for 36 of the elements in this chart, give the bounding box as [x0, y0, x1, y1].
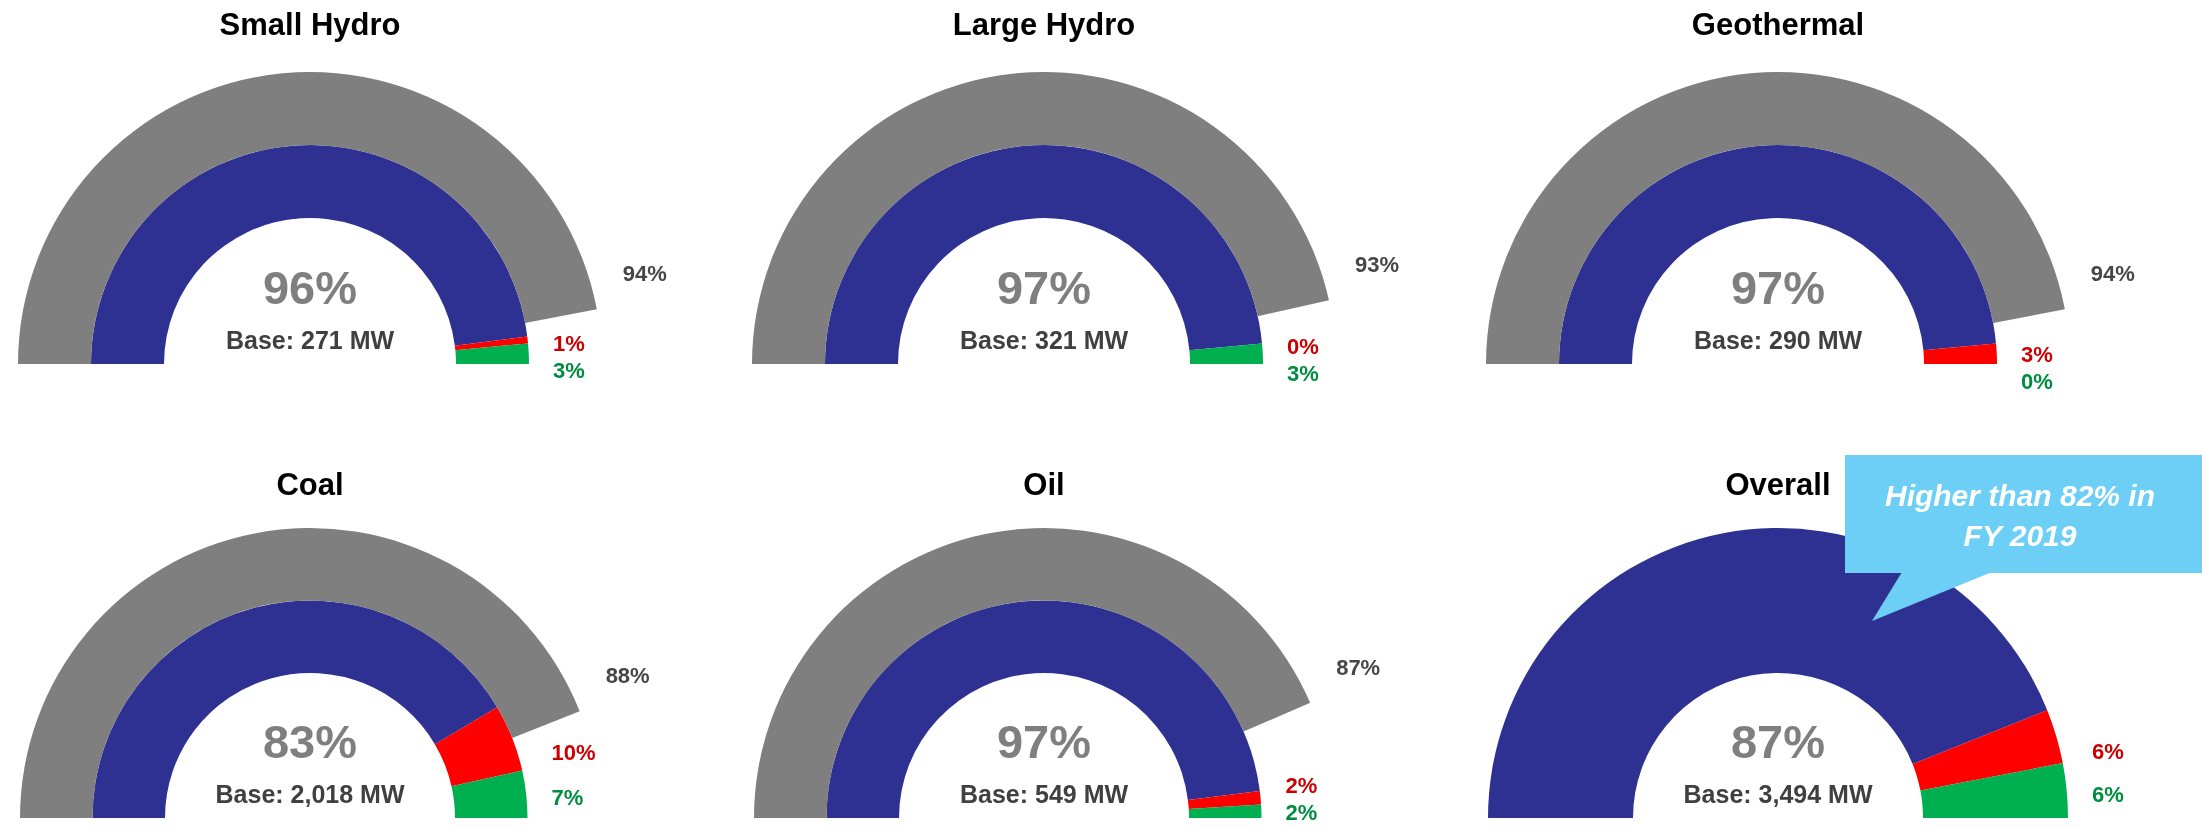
chart-title: Small Hydro [219, 6, 401, 42]
text: Base: 271 MW [225, 325, 395, 354]
data-label: 10% [551, 740, 596, 766]
data-label: 88% [605, 663, 650, 689]
chart-title: Geothermal [1691, 6, 1865, 42]
data-label: 3% [2021, 341, 2053, 367]
data-label: 93% [1354, 252, 1400, 278]
data-label: 94% [622, 261, 667, 287]
data-label: 7% [551, 784, 584, 810]
data-label: 87% [1730, 715, 1826, 769]
chart-title: Oil [1023, 466, 1065, 502]
text: Base: 2,018 MW [215, 780, 405, 809]
data-label: 6% [2092, 738, 2124, 764]
data-label: 97% [1730, 260, 1826, 314]
text: Base: 3,494 MW [1683, 780, 1873, 809]
text: Higher than 82% in FY 2019 [1883, 478, 2156, 554]
chart-title: Coal [276, 466, 344, 502]
data-label: 6% [2092, 782, 2124, 808]
data-label: 83% [262, 715, 358, 769]
chart-title: Large Hydro [952, 6, 1136, 42]
data-label: 94% [2090, 261, 2135, 287]
text: Base: 321 MW [959, 325, 1129, 354]
data-label: 96% [262, 260, 358, 314]
data-label: 87% [1336, 654, 1381, 680]
data-label: 1% [553, 330, 585, 356]
text: 0% [1287, 333, 1319, 359]
text: 0% [2021, 368, 2053, 394]
data-label: 3% [1287, 360, 1319, 386]
data-label: 2% [1285, 773, 1318, 799]
text: Base: 549 MW [959, 780, 1129, 809]
data-label: 3% [553, 357, 585, 383]
data-label: 97% [996, 260, 1092, 314]
chart-title: Overall [1725, 466, 1831, 502]
data-label: 2% [1285, 800, 1318, 826]
data-label: 97% [996, 715, 1092, 769]
text: Base: 290 MW [1693, 325, 1863, 354]
